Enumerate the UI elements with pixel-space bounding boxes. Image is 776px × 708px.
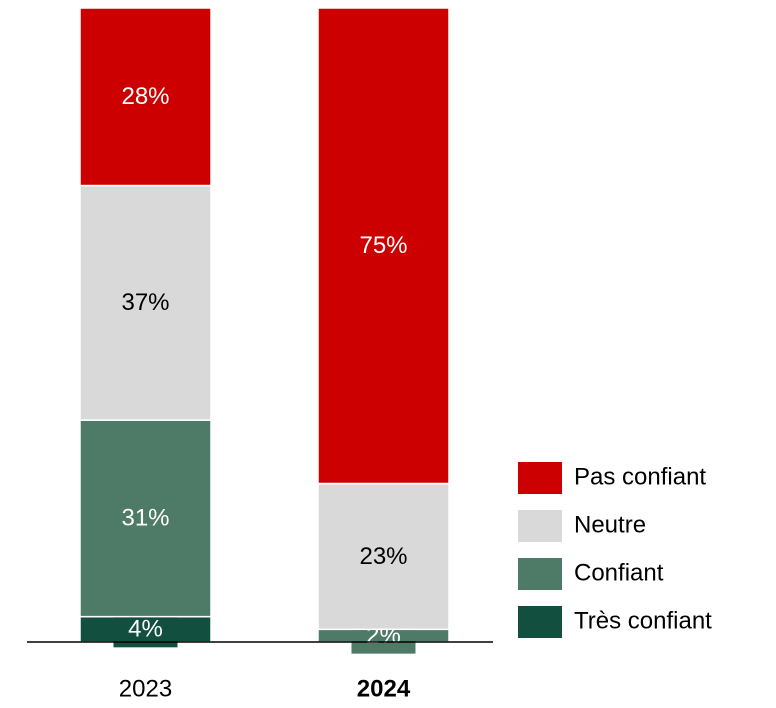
legend-label: Confiant — [574, 559, 664, 586]
bar-segment — [79, 184, 212, 421]
legend-label: Neutre — [574, 511, 646, 538]
x-tick-label: 2024 — [357, 675, 411, 702]
data-label: 37% — [121, 289, 169, 316]
data-label: 23% — [359, 543, 407, 570]
bar-segment — [317, 482, 450, 631]
legend-swatch — [518, 606, 562, 638]
x-tick-label: 2023 — [119, 675, 172, 702]
legend-swatch — [518, 510, 562, 542]
data-label: 75% — [359, 232, 407, 259]
data-label: 28% — [121, 83, 169, 110]
legend-label: Pas confiant — [574, 463, 706, 490]
data-label: 4% — [128, 616, 163, 643]
data-label: 31% — [121, 505, 169, 532]
legend-swatch — [518, 462, 562, 494]
legend-label: Très confiant — [574, 607, 712, 634]
bar-segment — [79, 7, 212, 187]
legend-swatch — [518, 558, 562, 590]
bar-segment — [317, 7, 450, 485]
